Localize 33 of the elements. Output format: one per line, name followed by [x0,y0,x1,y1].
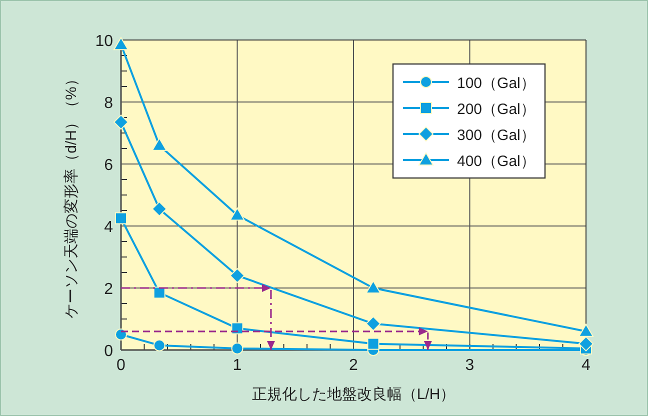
point [152,138,167,151]
legend-label: 100（Gal） [457,75,536,92]
point [115,212,127,224]
x-axis-title: 正規化した地盤改良幅（L/H） [252,386,456,403]
y-tick-label: 0 [104,343,114,360]
point [366,280,381,294]
point [578,336,594,352]
point [366,316,381,332]
x-tick-label: 3 [465,357,474,374]
legend-label: 300（Gal） [457,127,536,144]
y-axis-title: ケーソン天端の変形率（d/H）（%） [63,72,80,318]
point [230,208,245,221]
point [153,339,166,352]
legend-label: 200（Gal） [457,101,536,118]
point [114,114,128,130]
point [115,328,127,340]
y-tick-label: 10 [95,33,114,50]
y-tick-label: 4 [104,219,114,236]
legend-label: 400（Gal） [457,153,536,170]
point [230,268,245,284]
y-tick-label: 8 [104,95,114,112]
point [231,342,244,354]
x-tick-label: 2 [349,357,358,374]
point [231,322,244,334]
point [114,37,128,50]
point [578,324,594,337]
y-tick-label: 6 [104,157,114,174]
x-tick-label: 1 [232,357,242,374]
x-tick-label: 4 [582,357,591,374]
x-tick-label: 0 [116,357,126,374]
point [367,338,380,350]
point [152,201,167,216]
y-tick-label: 2 [104,281,114,298]
